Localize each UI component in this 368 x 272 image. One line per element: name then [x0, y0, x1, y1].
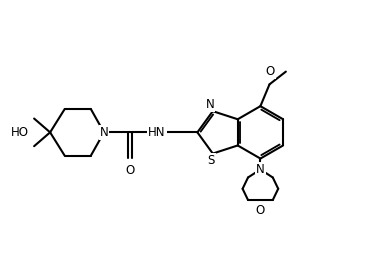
- Text: O: O: [266, 65, 275, 78]
- Text: N: N: [205, 98, 214, 111]
- Text: S: S: [207, 154, 215, 167]
- Text: HO: HO: [11, 126, 29, 139]
- Text: HN: HN: [148, 126, 166, 139]
- Text: O: O: [256, 204, 265, 217]
- Text: N: N: [100, 126, 108, 139]
- Text: O: O: [125, 164, 135, 177]
- Text: N: N: [256, 163, 265, 176]
